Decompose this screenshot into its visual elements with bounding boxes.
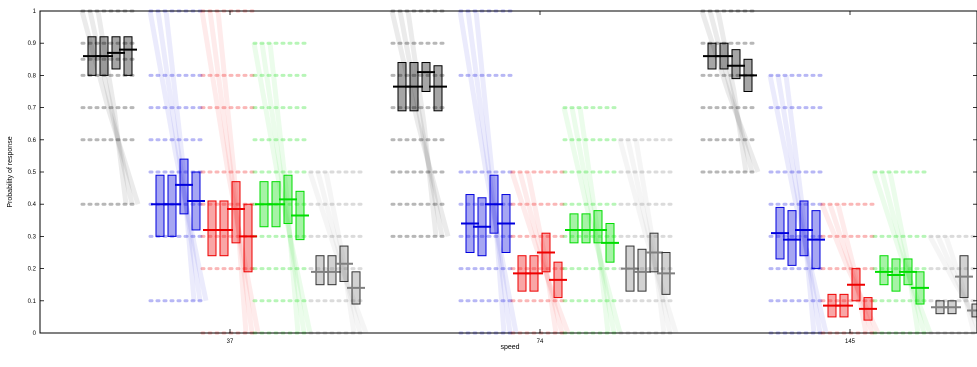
box xyxy=(799,200,809,257)
trajectory-trace xyxy=(625,139,673,334)
box xyxy=(637,248,647,292)
trajectory-trace xyxy=(307,171,369,334)
box xyxy=(243,203,253,273)
trajectory-trace xyxy=(473,10,507,334)
trajectory-trace xyxy=(147,10,209,302)
box xyxy=(433,65,443,112)
box xyxy=(569,213,579,244)
box xyxy=(421,62,431,92)
box xyxy=(207,200,217,257)
trajectory-trace xyxy=(95,10,129,205)
y-tick-label: 1 xyxy=(33,9,37,15)
trajectory-trace xyxy=(827,203,875,334)
trajectory-trace xyxy=(699,10,761,173)
trajectory-trace xyxy=(871,171,933,334)
trajectory-trace xyxy=(87,10,135,205)
trajectory-trace xyxy=(577,107,611,334)
x-tick-label: 37 xyxy=(227,339,234,345)
box xyxy=(179,158,189,215)
trajectory-trace xyxy=(775,74,823,334)
box xyxy=(231,181,241,244)
y-axis-label: Probability of response xyxy=(7,136,14,207)
trajectory-trace xyxy=(207,10,255,334)
trajectory-trace xyxy=(323,171,357,334)
trajectory-trace xyxy=(259,42,307,334)
x-tick-label: 74 xyxy=(537,339,544,345)
y-tick-label: 0.3 xyxy=(28,234,37,240)
y-tick-label: 0.9 xyxy=(28,41,37,47)
box xyxy=(581,213,591,244)
trajectory-trace xyxy=(199,10,261,334)
box xyxy=(155,174,165,237)
y-tick-label: 0.2 xyxy=(28,267,37,273)
trajectory-trace xyxy=(215,10,249,334)
background-traces xyxy=(79,9,977,335)
y-tick-label: 0 xyxy=(33,331,37,337)
box xyxy=(167,174,177,237)
y-tick-label: 0.1 xyxy=(28,299,37,305)
trajectory-trace xyxy=(633,139,667,334)
y-tick-label: 0.5 xyxy=(28,170,37,176)
x-axis-label: speed xyxy=(500,344,519,351)
trajectory-trace xyxy=(163,10,197,302)
box xyxy=(219,200,229,257)
x-tick-label: 145 xyxy=(845,339,856,345)
box xyxy=(327,255,337,286)
trajectory-trace xyxy=(457,10,519,334)
trajectory-trace xyxy=(465,10,513,334)
y-axis-ticks: 0 0.1 0.2 0.3 0.4 0.5 0.6 0.7 0.8 0.9 1 xyxy=(28,9,977,337)
trajectory-trace xyxy=(715,10,749,173)
y-tick-label: 0.7 xyxy=(28,106,37,112)
box xyxy=(315,255,325,286)
box xyxy=(787,210,797,266)
trajectory-trace xyxy=(819,203,881,335)
boxes-layer xyxy=(83,36,977,321)
trajectory-trace xyxy=(267,42,301,334)
trajectory-trace xyxy=(887,171,921,334)
box xyxy=(731,49,741,80)
trajectory-trace xyxy=(879,171,927,334)
box xyxy=(123,36,133,76)
trajectory-trace xyxy=(943,235,977,334)
x-axis-ticks: 37 74 145 xyxy=(227,11,856,345)
trajectory-trace xyxy=(79,10,141,205)
trajectory-trace xyxy=(783,75,817,334)
trajectory-trace xyxy=(707,10,755,173)
trajectory-trace xyxy=(315,171,363,334)
box xyxy=(879,255,889,286)
trajectory-trace xyxy=(389,10,451,238)
trajectory-trace xyxy=(569,107,617,334)
y-tick-label: 0.4 xyxy=(28,202,37,208)
trajectory-trace xyxy=(617,139,679,334)
trajectory-trace xyxy=(405,10,439,237)
y-tick-label: 0.8 xyxy=(28,73,37,79)
trajectory-trace xyxy=(155,10,203,302)
trajectory-trace xyxy=(397,10,445,237)
box xyxy=(593,210,603,244)
y-tick-label: 0.6 xyxy=(28,138,37,144)
trajectory-trace xyxy=(767,74,829,334)
